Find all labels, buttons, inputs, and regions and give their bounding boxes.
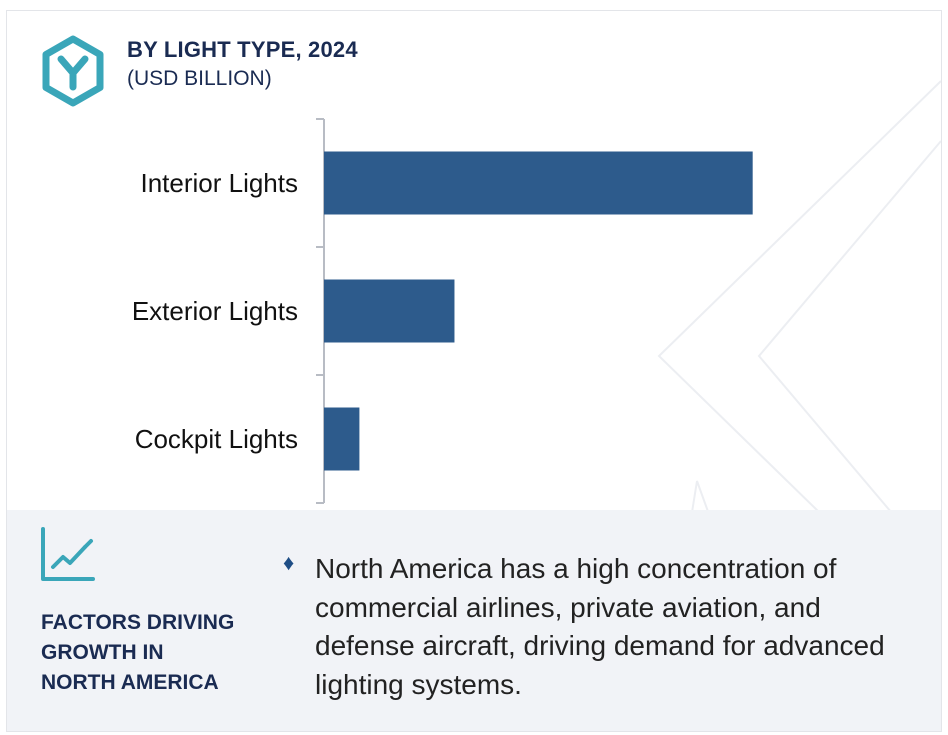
factors-heading-line: NORTH AMERICA bbox=[41, 671, 219, 694]
bar-cockpit-lights bbox=[324, 407, 360, 471]
chart-title: BY LIGHT TYPE, 2024 bbox=[127, 37, 358, 62]
category-label: Interior Lights bbox=[140, 168, 298, 198]
factors-heading: FACTORS DRIVING GROWTH IN NORTH AMERICA bbox=[41, 608, 234, 698]
factors-heading-line: FACTORS DRIVING bbox=[41, 611, 235, 634]
chart-card: BY LIGHT TYPE, 2024 (USD BILLION) Interi… bbox=[6, 10, 942, 732]
y-hexagon-logo-icon bbox=[42, 35, 104, 107]
chart-subtitle: (USD BILLION) bbox=[127, 67, 272, 90]
bar-interior-lights bbox=[324, 151, 753, 215]
bar-exterior-lights bbox=[324, 279, 455, 343]
factors-panel: FACTORS DRIVING GROWTH IN NORTH AMERICA … bbox=[7, 510, 941, 731]
category-label: Cockpit Lights bbox=[135, 424, 298, 454]
factor-bullet-text: North America has a high concentration o… bbox=[315, 553, 885, 700]
category-label: Exterior Lights bbox=[132, 296, 298, 326]
factors-heading-line: GROWTH IN bbox=[41, 641, 164, 664]
bullet-diamond-icon: ♦ bbox=[283, 550, 295, 575]
bar-chart: Interior Lights Exterior Lights Cockpit Li… bbox=[132, 118, 753, 504]
trend-chart-icon bbox=[41, 527, 95, 581]
